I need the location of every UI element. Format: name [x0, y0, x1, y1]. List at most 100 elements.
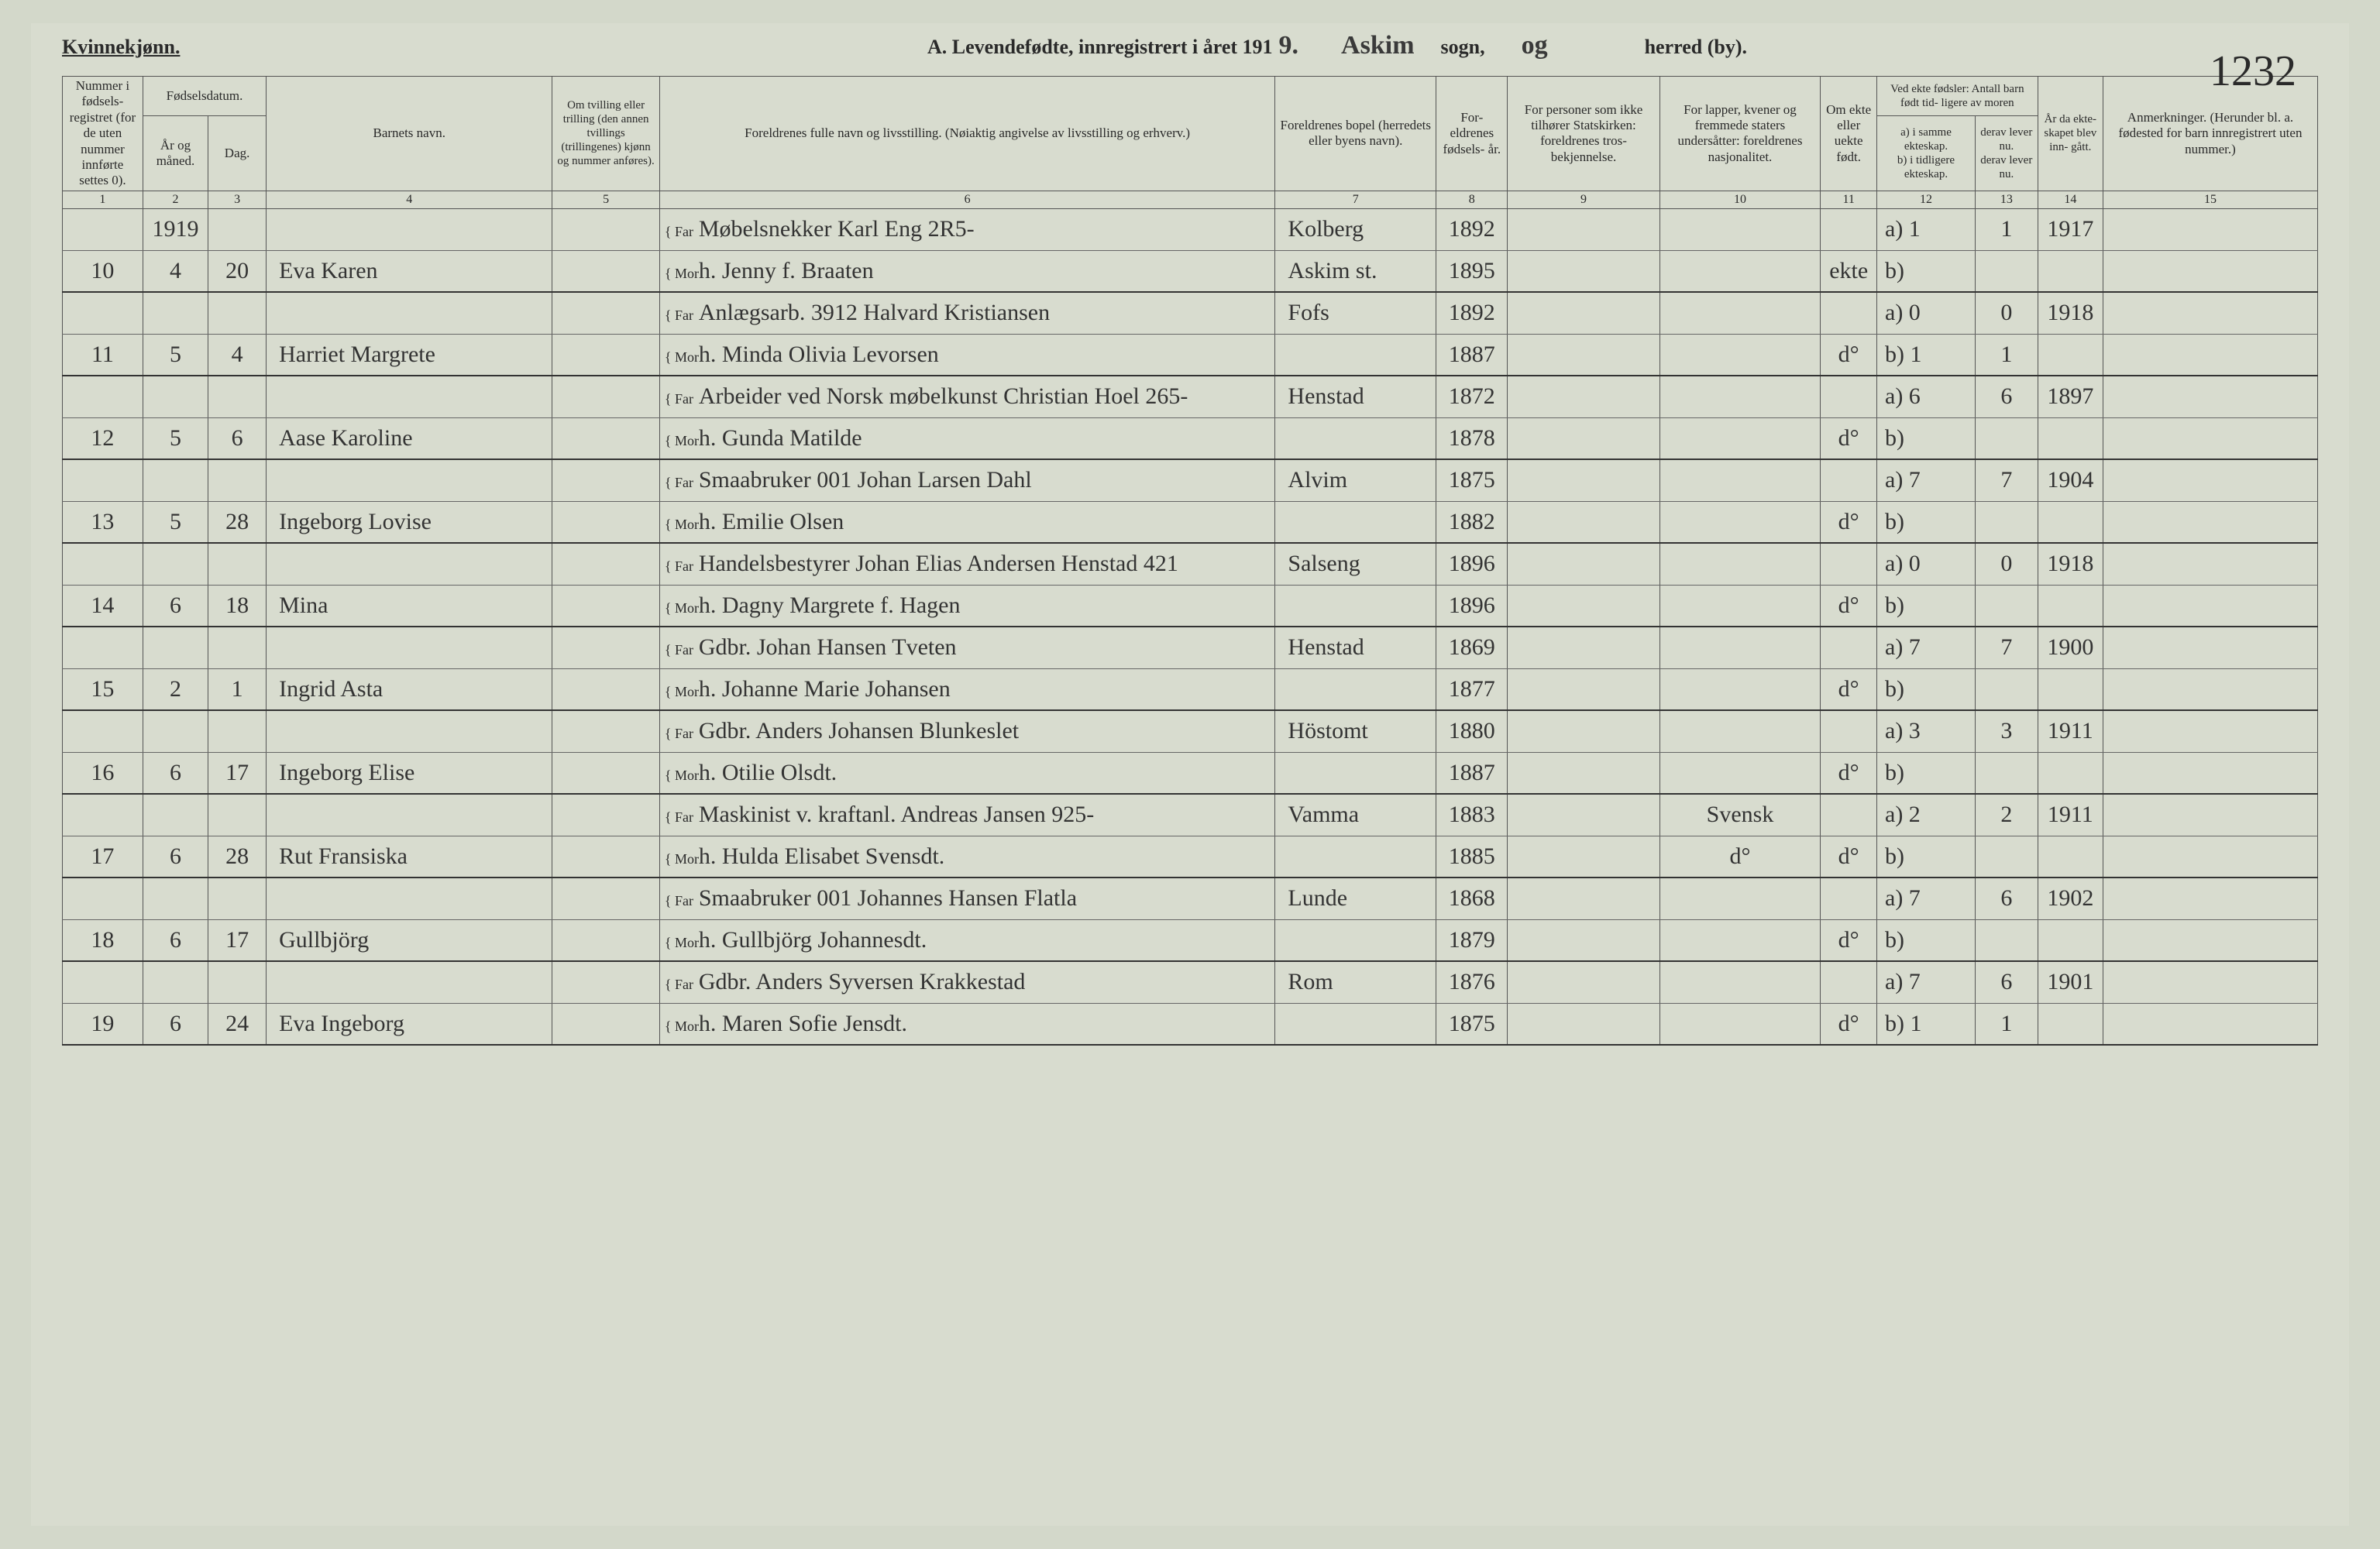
cell-num: 17 — [63, 836, 143, 878]
cell-twin — [552, 961, 659, 1003]
cell-birthyear: 1883 — [1436, 794, 1508, 836]
table-row: 1919{ Far Møbelsnekker Karl Eng 2R5-Kolb… — [63, 208, 2318, 250]
cell-parents: { Far Maskinist v. kraftanl. Andreas Jan… — [659, 794, 1275, 836]
cell-b — [1975, 417, 2038, 459]
cell-religion — [1508, 250, 1659, 292]
cell-residence — [1275, 836, 1436, 878]
cell-residence: Rom — [1275, 961, 1436, 1003]
table-row: { Far Gdbr. Anders Syversen KrakkestadRo… — [63, 961, 2318, 1003]
cell-num — [63, 292, 143, 334]
cell-nationality — [1659, 501, 1821, 543]
cell-remarks — [2103, 752, 2317, 794]
col-11: Om ekte eller uekte født. — [1821, 77, 1877, 191]
cn9: 9 — [1508, 191, 1659, 208]
cell-day — [208, 961, 267, 1003]
cell-b: 1 — [1975, 334, 2038, 376]
cell-twin — [552, 334, 659, 376]
cell-marriage-year: 1911 — [2038, 794, 2103, 836]
cell-nationality — [1659, 334, 1821, 376]
cell-name: Mina — [267, 585, 552, 627]
cell-parents: { Far Smaabruker 001 Johan Larsen Dahl — [659, 459, 1275, 501]
cell-religion — [1508, 459, 1659, 501]
cell-religion — [1508, 710, 1659, 752]
cell-ekte: ekte — [1821, 250, 1877, 292]
cell-twin — [552, 585, 659, 627]
table-row: 1154Harriet Margrete{ Mor h. Minda Olivi… — [63, 334, 2318, 376]
cell-remarks — [2103, 627, 2317, 668]
cell-residence: Salseng — [1275, 543, 1436, 585]
cell-b — [1975, 501, 2038, 543]
col-12h: Ved ekte fødsler: Antall barn født tid- … — [1877, 77, 2038, 116]
cell-a: a) 3 — [1877, 710, 1976, 752]
cell-remarks — [2103, 878, 2317, 919]
table-body: 1919{ Far Møbelsnekker Karl Eng 2R5-Kolb… — [63, 208, 2318, 1045]
cell-name: Eva Karen — [267, 250, 552, 292]
cell-ekte: d° — [1821, 417, 1877, 459]
cell-marriage-year: 1918 — [2038, 292, 2103, 334]
cell-birthyear: 1887 — [1436, 752, 1508, 794]
table-row: 1256Aase Karoline{ Mor h. Gunda Matilde1… — [63, 417, 2318, 459]
cell-birthyear: 1879 — [1436, 919, 1508, 961]
cell-birthyear: 1877 — [1436, 668, 1508, 710]
cell-a: b) — [1877, 250, 1976, 292]
cell-b: 0 — [1975, 292, 2038, 334]
cell-ym — [143, 459, 208, 501]
cell-ekte — [1821, 710, 1877, 752]
cell-ym: 5 — [143, 501, 208, 543]
col-12a: a) i samme ekteskap. b) i tidligere ekte… — [1877, 116, 1976, 191]
table-row: { Far Handelsbestyrer Johan Elias Anders… — [63, 543, 2318, 585]
cell-religion — [1508, 334, 1659, 376]
cn11: 11 — [1821, 191, 1877, 208]
cell-remarks — [2103, 459, 2317, 501]
cell-nationality — [1659, 543, 1821, 585]
cell-day: 1 — [208, 668, 267, 710]
cell-twin — [552, 668, 659, 710]
cell-a: b) — [1877, 752, 1976, 794]
cell-b: 0 — [1975, 543, 2038, 585]
cell-day — [208, 459, 267, 501]
sogn-label: sogn, — [1441, 36, 1485, 58]
cell-residence — [1275, 417, 1436, 459]
cell-num: 10 — [63, 250, 143, 292]
herred-handwritten: og — [1515, 31, 1554, 60]
cell-ym: 6 — [143, 1003, 208, 1045]
cn14: 14 — [2038, 191, 2103, 208]
cell-birthyear: 1896 — [1436, 543, 1508, 585]
cell-a: a) 7 — [1877, 878, 1976, 919]
cell-a: a) 0 — [1877, 543, 1976, 585]
cell-marriage-year: 1911 — [2038, 710, 2103, 752]
cell-ekte: d° — [1821, 752, 1877, 794]
cell-twin — [552, 794, 659, 836]
cell-ym: 2 — [143, 668, 208, 710]
cell-nationality — [1659, 1003, 1821, 1045]
table-row: 18617Gullbjörg{ Mor h. Gullbjörg Johanne… — [63, 919, 2318, 961]
cell-marriage-year: 1902 — [2038, 878, 2103, 919]
cell-marriage-year: 1904 — [2038, 459, 2103, 501]
cell-remarks — [2103, 585, 2317, 627]
cell-nationality — [1659, 250, 1821, 292]
cell-ekte — [1821, 376, 1877, 417]
cell-remarks — [2103, 208, 2317, 250]
cell-a: b) 1 — [1877, 1003, 1976, 1045]
cell-ym: 5 — [143, 334, 208, 376]
cell-marriage-year — [2038, 417, 2103, 459]
cn3: 3 — [208, 191, 267, 208]
cell-twin — [552, 208, 659, 250]
cell-parents: { Far Handelsbestyrer Johan Elias Anders… — [659, 543, 1275, 585]
cell-day — [208, 627, 267, 668]
cell-marriage-year — [2038, 334, 2103, 376]
cell-a: b) — [1877, 836, 1976, 878]
cell-b: 3 — [1975, 710, 2038, 752]
table-row: 1521Ingrid Asta{ Mor h. Johanne Marie Jo… — [63, 668, 2318, 710]
cell-parents: { Mor h. Johanne Marie Johansen — [659, 668, 1275, 710]
cell-ekte — [1821, 543, 1877, 585]
cell-residence — [1275, 501, 1436, 543]
cell-ekte: d° — [1821, 585, 1877, 627]
cell-name — [267, 878, 552, 919]
cell-parents: { Far Gdbr. Anders Johansen Blunkeslet — [659, 710, 1275, 752]
cell-day — [208, 878, 267, 919]
cell-day: 24 — [208, 1003, 267, 1045]
cell-ym: 6 — [143, 836, 208, 878]
cell-ym — [143, 543, 208, 585]
cell-marriage-year — [2038, 585, 2103, 627]
